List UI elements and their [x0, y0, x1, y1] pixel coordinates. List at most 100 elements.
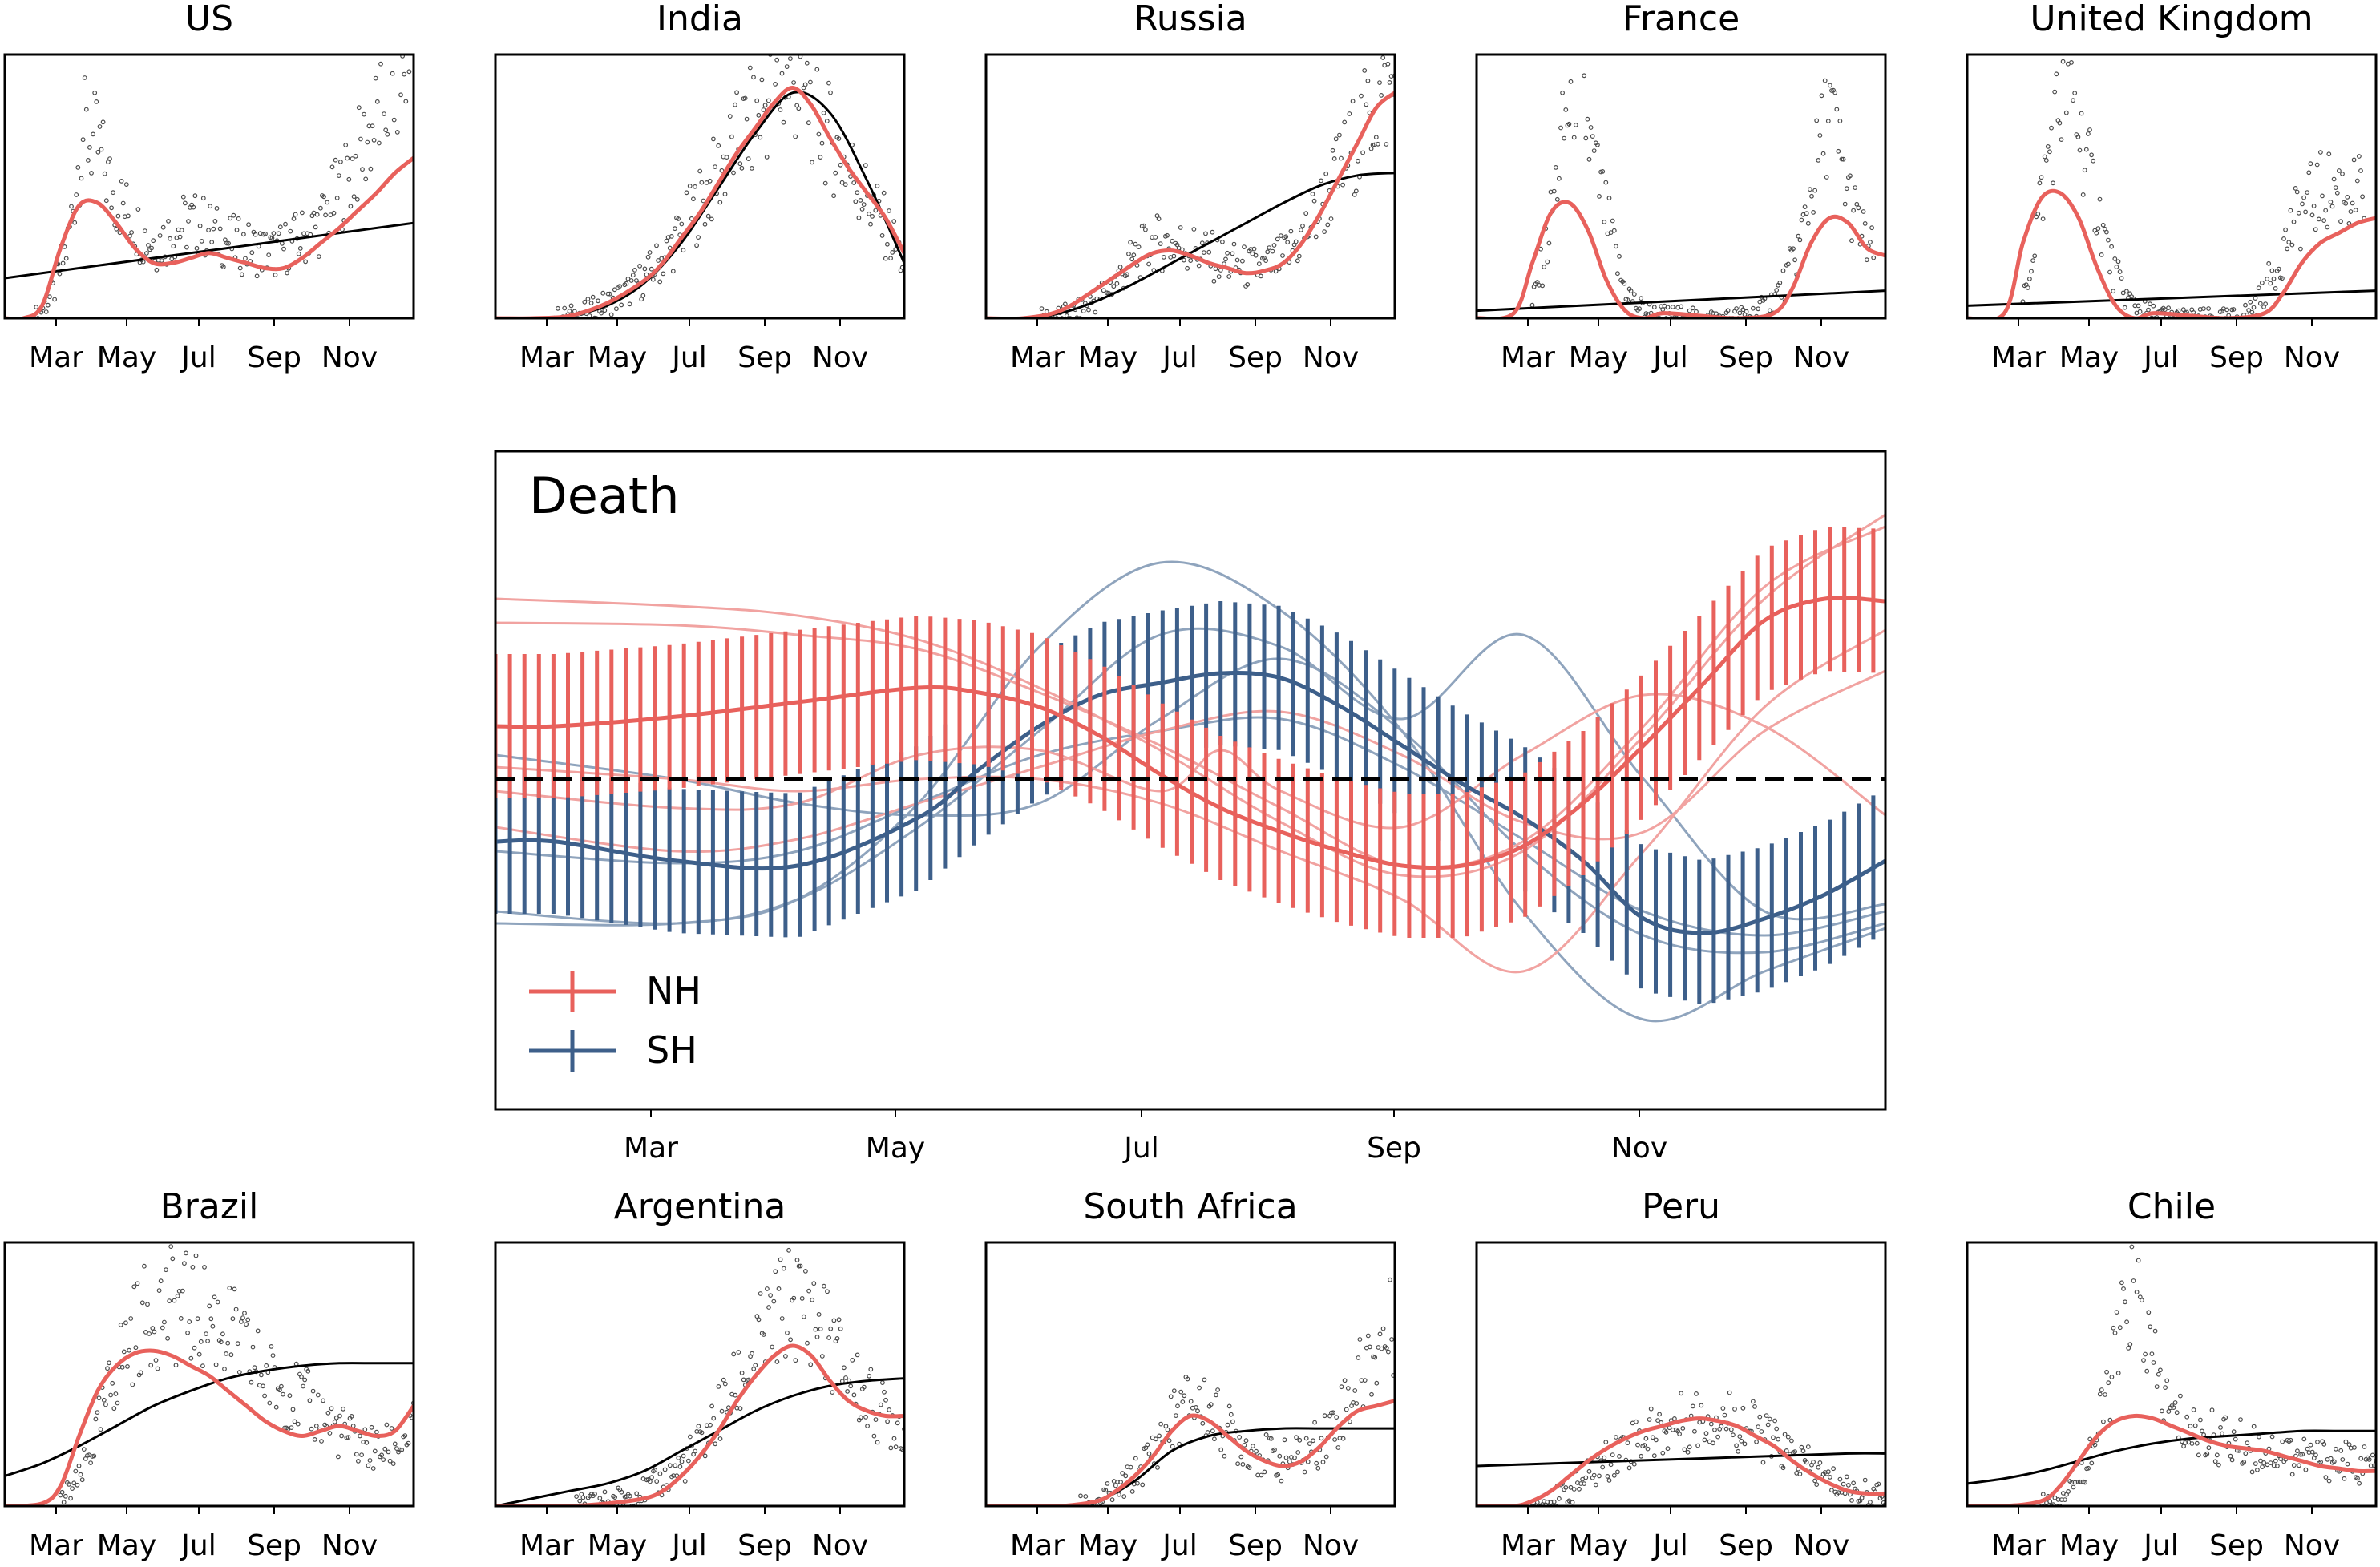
data-point: [801, 1314, 806, 1319]
data-point: [1777, 280, 1783, 285]
data-point: [1237, 1435, 1243, 1440]
data-point: [619, 1489, 624, 1495]
data-point: [1694, 309, 1699, 314]
data-point: [1342, 1378, 1348, 1383]
data-point: [2370, 1452, 2375, 1458]
data-point: [290, 1407, 296, 1412]
data-point: [406, 69, 412, 75]
data-point: [1277, 1453, 1283, 1459]
data-point: [1180, 1399, 1186, 1404]
x-tick-label: Nov: [321, 341, 378, 374]
data-point: [1146, 261, 1151, 267]
data-point: [2351, 157, 2357, 163]
data-point: [778, 107, 783, 112]
data-point: [118, 1322, 123, 1327]
data-point: [2320, 193, 2325, 199]
data-point: [2214, 1452, 2220, 1458]
data-point: [1577, 1486, 1582, 1492]
data-point: [2151, 1360, 2156, 1365]
data-point: [171, 244, 176, 249]
data-point: [2030, 258, 2036, 264]
data-point: [2164, 1378, 2170, 1383]
data-point: [1546, 240, 1552, 246]
data-point: [301, 1383, 306, 1389]
data-point: [1111, 284, 1117, 289]
data-point: [227, 1286, 232, 1290]
data-point: [804, 60, 810, 66]
data-point: [1797, 1472, 1803, 1476]
data-point: [177, 234, 183, 240]
data-point: [1605, 1473, 1610, 1479]
data-point: [1691, 1428, 1697, 1434]
x-tick-label: Jul: [670, 341, 706, 374]
data-point: [1602, 220, 1607, 224]
data-point: [1282, 1437, 1287, 1443]
data-point: [2072, 91, 2078, 95]
x-tick-label: Mar: [29, 341, 83, 374]
data-point: [85, 157, 91, 163]
data-point: [264, 1363, 269, 1368]
data-point: [721, 1377, 726, 1383]
data-point: [236, 216, 241, 221]
data-point: [739, 165, 745, 171]
data-point: [1650, 1435, 1655, 1440]
plot-area: [986, 55, 1395, 318]
data-point: [702, 221, 708, 227]
data-point: [233, 1307, 239, 1312]
data-point: [2201, 1432, 2207, 1437]
data-point: [729, 134, 734, 139]
data-point: [2133, 1237, 2137, 1241]
data-point: [1663, 1429, 1669, 1435]
data-point: [696, 1424, 701, 1429]
data-point: [900, 1447, 904, 1452]
data-point: [682, 1479, 688, 1484]
data-point: [619, 302, 624, 308]
death-panel: Death Mar May Jul Sep Nov NH SH: [494, 450, 1887, 1165]
data-point: [2111, 1325, 2116, 1331]
data-point: [1571, 1487, 1577, 1492]
data-point: [1617, 253, 1622, 259]
data-point: [2283, 227, 2289, 232]
data-point: [160, 224, 166, 230]
data-point: [676, 1455, 681, 1460]
data-point: [1210, 1428, 1215, 1434]
data-point: [295, 1421, 301, 1427]
data-point: [1836, 148, 1841, 154]
data-point: [280, 240, 285, 246]
data-point: [192, 1345, 197, 1351]
data-point: [379, 1452, 385, 1458]
data-point: [1756, 1424, 1761, 1429]
data-point: [1720, 1406, 1726, 1411]
data-point: [1670, 305, 1675, 309]
data-point: [756, 112, 762, 118]
data-point: [599, 310, 604, 316]
data-point: [1273, 269, 1279, 274]
data-point: [891, 1436, 897, 1441]
data-point: [649, 1475, 654, 1480]
data-point: [1101, 288, 1106, 293]
data-point: [1245, 282, 1251, 287]
x-tick-label: Nov: [1793, 341, 1849, 374]
data-point: [2342, 1476, 2347, 1481]
data-point: [1760, 1460, 1766, 1465]
data-point: [2163, 1385, 2168, 1390]
data-point: [746, 156, 751, 162]
x-tick-label: Nov: [812, 341, 868, 374]
data-point: [1226, 274, 1232, 279]
sh-member-line: [495, 716, 1885, 937]
data-point: [691, 196, 696, 202]
data-point: [2029, 269, 2034, 274]
data-point: [390, 1461, 396, 1466]
data-point: [1170, 1444, 1175, 1449]
data-point: [1814, 118, 1820, 123]
data-point: [111, 190, 116, 196]
data-point: [1362, 1378, 1368, 1383]
data-point: [2326, 1478, 2332, 1484]
data-point: [2166, 1409, 2172, 1414]
data-point: [1294, 1435, 1299, 1440]
data-point: [239, 1319, 244, 1324]
data-point: [1737, 310, 1743, 316]
data-point: [713, 1441, 718, 1447]
data-point: [1219, 239, 1225, 244]
data-point: [365, 139, 370, 145]
